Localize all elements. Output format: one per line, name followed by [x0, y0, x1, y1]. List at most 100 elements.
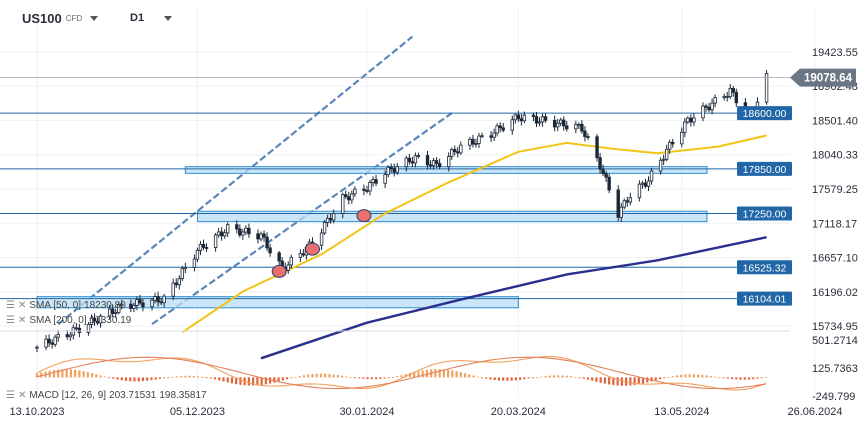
macd-histogram-bar — [421, 370, 424, 378]
candle-body — [543, 116, 548, 121]
macd-histogram-bar — [633, 377, 636, 385]
macd-histogram-bar — [179, 375, 183, 378]
macd-histogram-bar — [658, 377, 662, 380]
candle-body — [413, 155, 418, 164]
candle-body — [713, 97, 717, 104]
price-tick-label: 19423.55 — [812, 47, 858, 59]
macd-histogram-bar — [374, 377, 378, 380]
macd-histogram-bar — [616, 377, 619, 386]
candle-body — [577, 123, 581, 126]
macd-histogram-bar — [743, 377, 746, 380]
macd-histogram-bar — [302, 375, 306, 378]
level-label: 18600.00 — [743, 108, 787, 120]
candle-body — [392, 168, 396, 173]
macd-histogram-bar — [535, 377, 539, 379]
level-label: 16525.32 — [743, 262, 787, 274]
macd-histogram-bar — [336, 375, 340, 378]
macd-histogram-bar — [48, 370, 51, 378]
candle-body — [74, 327, 79, 330]
macd-histogram-bar — [69, 369, 73, 378]
highlight-marker — [304, 242, 320, 256]
macd-histogram-bar — [78, 370, 81, 378]
macd-histogram-bar — [472, 375, 475, 378]
candle-body — [238, 228, 242, 236]
candle-body — [138, 299, 142, 304]
candle-body — [98, 315, 103, 324]
macd-histogram-bar — [349, 377, 352, 378]
candle-body — [68, 334, 72, 338]
candle-body — [110, 308, 115, 314]
legend-sma200[interactable]: ☰ ✕ SMA [200, 0] 17330.19 — [6, 315, 131, 326]
macd-histogram-bar — [273, 377, 276, 383]
candle-body — [416, 155, 421, 157]
candle-body — [471, 138, 475, 145]
macd-histogram-bar — [548, 375, 551, 378]
menu-icon[interactable]: ☰ — [6, 300, 15, 311]
candle-body — [410, 161, 415, 164]
candle-body — [222, 232, 227, 237]
candle-body — [141, 302, 145, 308]
candle-body — [689, 117, 693, 123]
macd-histogram-bar — [523, 377, 526, 380]
candle-body — [537, 121, 542, 124]
macd-histogram-bar — [35, 373, 39, 378]
candle-body — [183, 266, 188, 270]
legend-macd[interactable]: ☰ ✕ MACD [12, 26, 9] 203.71531 198.35817 — [6, 390, 207, 401]
menu-icon[interactable]: ☰ — [6, 390, 15, 401]
candle-body — [643, 182, 648, 187]
close-icon[interactable]: ✕ — [17, 390, 27, 401]
macd-histogram-bar — [586, 377, 590, 380]
candle-body — [89, 317, 94, 325]
symbol-selector[interactable]: US100 CFD — [22, 8, 99, 28]
candle-body — [204, 247, 209, 249]
candle-body — [437, 163, 442, 168]
candle-body — [350, 193, 354, 201]
candle-body — [664, 148, 669, 160]
candle-body — [35, 346, 39, 349]
last-price-badge — [790, 68, 856, 87]
candle-body — [132, 304, 136, 309]
macd-histogram-bar — [307, 374, 310, 378]
candle-body — [56, 334, 60, 338]
candle-body — [637, 183, 642, 199]
candle-body — [601, 168, 605, 175]
candle-body — [492, 132, 496, 138]
candle-body — [477, 135, 481, 144]
timeframe-selector[interactable]: D1 — [130, 8, 173, 28]
chevron-down-icon[interactable] — [90, 15, 99, 21]
candle-body — [389, 166, 393, 169]
candle-body — [580, 123, 584, 132]
candle-body — [574, 124, 578, 130]
symbol-name: US100 — [22, 10, 62, 26]
macd-histogram-bar — [319, 373, 323, 378]
candle-body — [540, 116, 545, 123]
candle-body — [259, 233, 263, 240]
sma50-line — [181, 134, 767, 334]
candle-body — [622, 200, 626, 208]
macd-histogram-bar — [298, 376, 301, 378]
macd-histogram-bar — [285, 377, 289, 380]
legend-sma50[interactable]: ☰ ✕ SMA [50, 0] 18230.80 — [6, 300, 126, 311]
level-labels[interactable]: 18600.00 17850.00 17250.00 16525.32 16104.01 — [737, 106, 792, 306]
macd-histogram-bar — [40, 372, 43, 378]
support-zones — [36, 166, 708, 309]
candle-body — [498, 125, 502, 129]
menu-icon[interactable]: ☰ — [6, 315, 15, 326]
candle-body — [289, 256, 293, 266]
macd-histogram-bar — [764, 376, 768, 378]
macd-histogram-bar — [133, 377, 136, 382]
candle-body — [368, 182, 372, 192]
macd-histogram-bar — [90, 373, 94, 378]
macd-histogram-bar — [290, 377, 293, 379]
candle-body — [319, 232, 324, 246]
macd-histogram-bar — [74, 369, 77, 378]
macd-histogram-bar — [714, 376, 717, 378]
candles — [35, 69, 769, 352]
macd-histogram-bar — [726, 377, 729, 379]
macd-histogram-bar — [637, 377, 640, 385]
close-icon[interactable]: ✕ — [17, 315, 27, 326]
macd-histogram-bar — [239, 377, 242, 385]
close-icon[interactable]: ✕ — [17, 300, 27, 311]
chevron-down-icon[interactable] — [164, 15, 173, 21]
